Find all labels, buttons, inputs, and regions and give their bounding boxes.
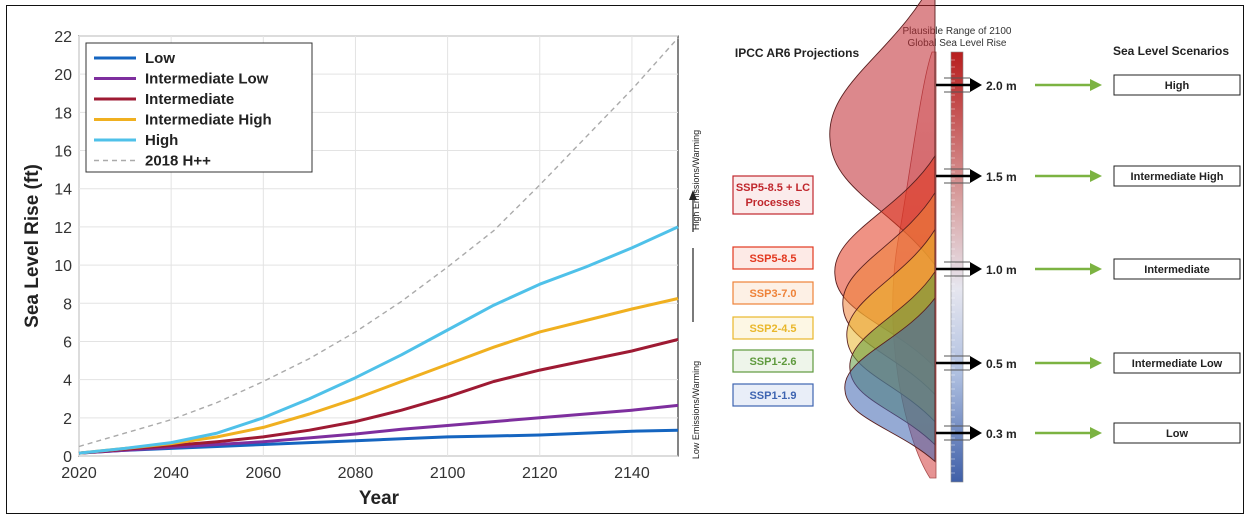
scenario-arrowhead — [1090, 170, 1102, 182]
y-tick-label: 20 — [54, 67, 72, 84]
scenario-arrowhead — [1090, 263, 1102, 275]
scenario-box — [1113, 352, 1241, 374]
y-tick-label: 12 — [54, 220, 72, 237]
scenario-box — [1113, 165, 1241, 187]
level-arrowhead — [970, 78, 982, 92]
y-tick-label: 8 — [63, 296, 72, 313]
level-arrowhead — [970, 426, 982, 440]
x-tick-label: 2120 — [522, 465, 558, 482]
scenario-box — [1113, 74, 1241, 96]
x-axis-label: Year — [359, 488, 400, 509]
ssp-box — [732, 349, 814, 373]
series-line-2018-h- — [78, 37, 679, 448]
level-value: 1.5 m — [986, 170, 1017, 184]
level-arrowhead — [970, 356, 982, 370]
axis-label-low: Low Emissions/Warming — [691, 361, 701, 459]
level-arrowhead — [970, 169, 982, 183]
scenario-label: High — [1165, 80, 1190, 92]
y-tick-label: 0 — [63, 449, 72, 466]
series-line-high — [78, 225, 679, 455]
scenario-label: Intermediate Low — [1132, 358, 1223, 370]
scenario-arrowhead — [1090, 357, 1102, 369]
level-value: 0.5 m — [986, 357, 1017, 371]
level-value: 2.0 m — [986, 79, 1017, 93]
header-ipcc-projections: IPCC AR6 Projections — [735, 46, 860, 60]
y-tick-label: 22 — [54, 29, 72, 46]
y-tick-label: 14 — [54, 182, 72, 199]
y-tick-label: 16 — [54, 144, 72, 161]
legend-box — [85, 42, 313, 173]
y-tick-label: 2 — [63, 411, 72, 428]
ssp-box — [732, 281, 814, 305]
level-markers: 2.0 m High 1.5 m Intermediate High 1.0 m Inte… — [936, 74, 1241, 444]
x-tick-label: 2100 — [430, 465, 466, 482]
x-tick-label: 2060 — [246, 465, 282, 482]
sea-level-line-chart: 0 2 4 6 8 10 12 14 16 18 20 22 2020 2040 2060 2080 2100 2… — [22, 29, 679, 509]
axis-label-high: High Emissions/Warming — [691, 130, 701, 230]
scenario-arrowhead — [1090, 79, 1102, 91]
scenario-box — [1113, 258, 1241, 280]
scenario-box — [1113, 422, 1241, 444]
header-sea-level-scenarios: Sea Level Scenarios — [1113, 44, 1229, 58]
ssp-label: SSP1-2.6 — [749, 356, 796, 368]
legend-label: Intermediate High — [145, 112, 272, 129]
y-tick-label: 4 — [63, 373, 72, 390]
legend-label: High — [145, 132, 178, 149]
ssp-label: SSP5-8.5 + LC — [736, 182, 810, 194]
y-tick-label: 10 — [54, 258, 72, 275]
ssp-label-boxes: SSP5-8.5 + LC Processes SSP5-8.5 SSP3-7.0 SS… — [732, 175, 814, 407]
level-arrowhead — [970, 262, 982, 276]
thermometer-ticks — [951, 59, 955, 474]
legend-label: Intermediate — [145, 91, 234, 108]
ipcc-diagram: High Emissions/Warming Low Emissions/War… — [689, 0, 1241, 483]
thermometer-bar — [950, 51, 964, 483]
ssp-distributions — [829, 0, 936, 463]
scenario-label: Intermediate — [1144, 264, 1209, 276]
scenario-label: Low — [1166, 428, 1188, 440]
ssp-label: SSP2-4.5 — [749, 323, 796, 335]
scenario-arrowhead — [1090, 427, 1102, 439]
tick-labels: 0 2 4 6 8 10 12 14 16 18 20 22 2020 2040 2060 2080 2100 2… — [54, 29, 650, 482]
y-axis-label: Sea Level Rise (ft) — [22, 164, 43, 328]
x-tick-label: 2140 — [614, 465, 650, 482]
legend-label: 2018 H++ — [145, 153, 211, 170]
ssp-label: SSP5-8.5 — [749, 253, 796, 265]
legend: Low Intermediate Low Intermediate Intermedi… — [85, 42, 313, 173]
ssp-box — [732, 316, 814, 340]
series-lines — [78, 37, 679, 455]
distribution-ssp1-1-9 — [844, 296, 936, 463]
ssp-box — [732, 383, 814, 407]
y-tick-label: 18 — [54, 105, 72, 122]
scenario-label: Intermediate High — [1131, 171, 1224, 183]
emissions-axis-arrowhead — [689, 190, 697, 200]
ssp-label: SSP3-7.0 — [749, 288, 796, 300]
ssp-box — [732, 175, 814, 215]
x-tick-label: 2020 — [61, 465, 97, 482]
header-range-line2: Global Sea Level Rise — [908, 38, 1007, 49]
legend-label: Intermediate Low — [145, 71, 269, 88]
series-line-intermediate — [78, 338, 679, 455]
ssp-box — [732, 246, 814, 270]
header-range-line1: Plausible Range of 2100 — [903, 26, 1012, 37]
ssp-label: Processes — [745, 197, 800, 209]
x-tick-label: 2080 — [338, 465, 374, 482]
level-value: 0.3 m — [986, 427, 1017, 441]
x-tick-label: 2040 — [153, 465, 189, 482]
y-tick-label: 6 — [63, 334, 72, 351]
ssp-label: SSP1-1.9 — [749, 390, 796, 402]
series-line-intermediate-low — [78, 403, 679, 455]
level-value: 1.0 m — [986, 263, 1017, 277]
legend-label: Low — [145, 50, 175, 67]
